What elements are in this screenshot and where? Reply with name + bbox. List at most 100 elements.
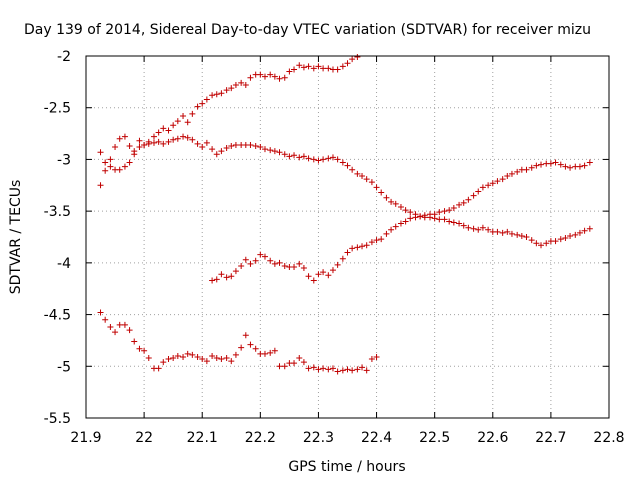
data-point — [359, 172, 366, 179]
data-point — [247, 341, 254, 348]
data-point — [232, 81, 239, 88]
data-point — [344, 60, 351, 67]
data-point — [126, 142, 133, 149]
data-point — [223, 87, 230, 94]
data-point — [363, 242, 370, 249]
data-point — [223, 274, 230, 281]
data-point — [238, 262, 245, 269]
data-point — [165, 138, 172, 145]
data-point — [257, 251, 264, 258]
data-point — [276, 259, 283, 266]
data-point — [576, 163, 583, 170]
data-point — [581, 227, 588, 234]
data-point — [242, 332, 249, 339]
data-point — [315, 157, 322, 164]
y-tick-label: -5.5 — [44, 411, 71, 427]
data-point — [359, 243, 366, 250]
data-point — [131, 148, 138, 155]
data-point — [261, 73, 268, 80]
data-point — [271, 260, 278, 267]
data-point — [320, 65, 327, 72]
data-point — [213, 151, 220, 158]
data-point — [209, 277, 216, 284]
data-point — [218, 148, 225, 155]
data-point — [305, 273, 312, 280]
data-point — [223, 355, 230, 362]
data-point — [300, 153, 307, 160]
series-track-d — [97, 309, 380, 375]
data-point — [368, 179, 375, 186]
x-tick-label: 22.4 — [361, 430, 392, 446]
data-point — [378, 236, 385, 243]
data-point — [572, 231, 579, 238]
data-point — [261, 350, 268, 357]
series-track-b — [97, 54, 361, 189]
data-point — [339, 367, 346, 374]
data-point — [363, 176, 370, 183]
data-point — [325, 65, 332, 72]
data-point — [276, 149, 283, 156]
data-point — [562, 163, 569, 170]
data-point — [136, 144, 143, 151]
data-point — [349, 166, 356, 173]
data-point — [456, 220, 463, 227]
data-point — [446, 218, 453, 225]
data-point — [349, 56, 356, 63]
x-tick-label: 22.2 — [245, 430, 276, 446]
x-axis-label: GPS time / hours — [288, 459, 405, 475]
data-point — [242, 81, 249, 88]
data-point — [286, 68, 293, 75]
data-point — [315, 271, 322, 278]
x-tick-label: 22.1 — [187, 430, 218, 446]
data-point — [436, 209, 443, 216]
data-point — [479, 184, 486, 191]
data-point — [276, 363, 283, 370]
data-point — [112, 329, 119, 336]
data-point — [121, 163, 128, 170]
data-point — [102, 316, 109, 323]
data-point — [121, 133, 128, 140]
data-point — [460, 199, 467, 206]
data-point — [131, 338, 138, 345]
data-point — [170, 122, 177, 129]
data-point — [465, 224, 472, 231]
data-point — [218, 356, 225, 363]
data-point — [223, 145, 230, 152]
series-track-c — [209, 159, 593, 284]
data-point — [456, 201, 463, 208]
data-point — [446, 207, 453, 214]
data-point — [494, 228, 501, 235]
data-point — [388, 226, 395, 233]
data-point — [116, 321, 123, 328]
data-point — [465, 196, 472, 203]
data-point — [107, 156, 114, 163]
data-point — [160, 140, 167, 147]
data-point — [97, 182, 104, 189]
data-point — [475, 188, 482, 195]
data-point — [378, 189, 385, 196]
data-point — [552, 238, 559, 245]
y-tick-label: -3 — [57, 152, 71, 168]
data-point — [514, 168, 521, 175]
x-tick-label: 22.6 — [477, 430, 508, 446]
data-point — [209, 92, 216, 99]
axis-ticks: 21.9 22 22.1 22.2 22.3 22.4 22.5 22.6 22.7 22.8 -2… — [44, 49, 625, 446]
data-point — [247, 260, 254, 267]
data-point — [170, 136, 177, 143]
data-point — [271, 148, 278, 155]
data-point — [533, 240, 540, 247]
data-point — [421, 212, 428, 219]
x-tick-label: 21.9 — [70, 430, 101, 446]
data-point — [315, 366, 322, 373]
x-tick-label: 22.8 — [593, 430, 624, 446]
data-point — [112, 144, 119, 151]
x-tick-label: 22 — [135, 430, 153, 446]
data-point — [523, 234, 530, 240]
data-point — [126, 159, 133, 166]
data-point — [441, 216, 448, 223]
data-point — [315, 63, 322, 70]
data-point — [325, 155, 332, 162]
data-point — [107, 323, 114, 330]
data-point — [475, 226, 482, 233]
data-point — [368, 356, 375, 363]
